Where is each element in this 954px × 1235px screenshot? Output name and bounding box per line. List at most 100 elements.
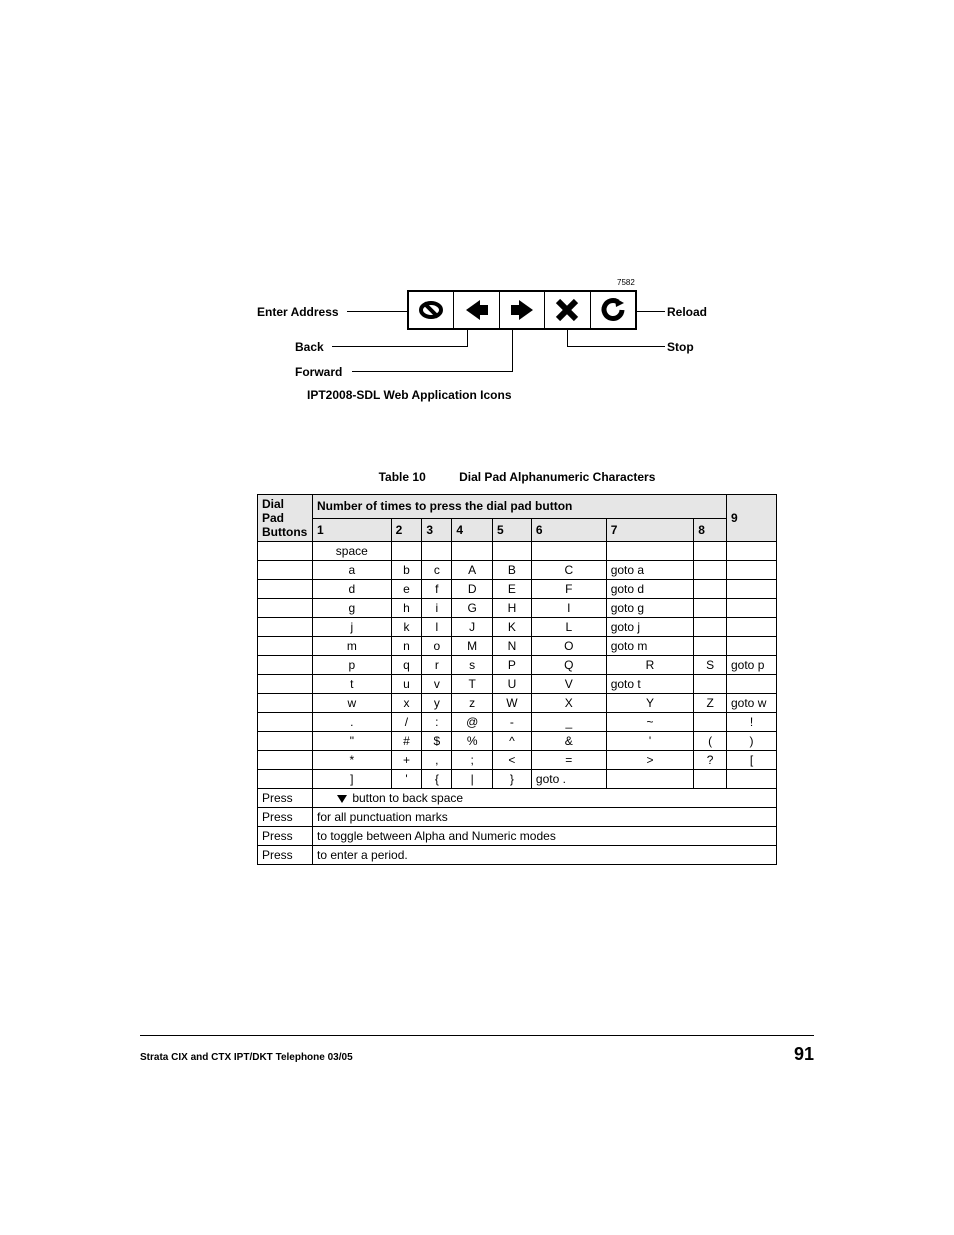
table-cell: '	[391, 770, 422, 789]
table-row: pqrsPQRSgoto p	[258, 656, 777, 675]
table-cell: >	[606, 751, 694, 770]
table-cell: n	[391, 637, 422, 656]
dial-button-cell	[258, 580, 313, 599]
table-cell: goto j	[606, 618, 694, 637]
table-cell: g	[313, 599, 392, 618]
table-cell: G	[452, 599, 493, 618]
table-cell: P	[492, 656, 531, 675]
header-press-count: Number of times to press the dial pad bu…	[313, 495, 727, 519]
table-cell	[727, 637, 777, 656]
table-cell	[727, 618, 777, 637]
dial-button-cell	[258, 618, 313, 637]
table-cell	[606, 542, 694, 561]
table-cell: Z	[694, 694, 727, 713]
table-cell: O	[531, 637, 606, 656]
table-cell: <	[492, 751, 531, 770]
reload-icon	[591, 292, 635, 328]
header-col-9: 9	[727, 495, 777, 542]
forward-arrow-icon	[500, 292, 545, 328]
table-cell: q	[391, 656, 422, 675]
table-cell: %	[452, 732, 493, 751]
dial-button-cell	[258, 656, 313, 675]
table-row: ghiGHIgoto g	[258, 599, 777, 618]
table-cell: y	[422, 694, 452, 713]
table-cell: F	[531, 580, 606, 599]
table-row: jklJKLgoto j	[258, 618, 777, 637]
table-row: *+,;<=>?[	[258, 751, 777, 770]
table-cell: V	[531, 675, 606, 694]
table-cell: r	[422, 656, 452, 675]
dial-button-cell	[258, 637, 313, 656]
table-cell: /	[391, 713, 422, 732]
table-cell: goto w	[727, 694, 777, 713]
dial-button-cell	[258, 713, 313, 732]
label-stop: Stop	[667, 340, 694, 354]
table-cell: d	[313, 580, 392, 599]
table-cell	[727, 770, 777, 789]
label-enter-address: Enter Address	[257, 305, 339, 319]
note-press: Press	[258, 827, 313, 846]
table-cell: -	[492, 713, 531, 732]
table-cell: u	[391, 675, 422, 694]
table-cell: }	[492, 770, 531, 789]
table-cell: |	[452, 770, 493, 789]
table-cell: J	[452, 618, 493, 637]
note-press: Press	[258, 789, 313, 808]
note-text: button to back space	[313, 789, 777, 808]
table-note-row: Pressto toggle between Alpha and Numeric…	[258, 827, 777, 846]
table-cell: "	[313, 732, 392, 751]
table-cell: S	[694, 656, 727, 675]
table-cell: =	[531, 751, 606, 770]
table-cell: ]	[313, 770, 392, 789]
table-cell	[694, 580, 727, 599]
diagram-ref-number: 7582	[617, 278, 635, 287]
header-col-4: 4	[452, 518, 493, 542]
down-triangle-icon	[337, 795, 347, 803]
table-cell: goto t	[606, 675, 694, 694]
table-cell: +	[391, 751, 422, 770]
table-cell: e	[391, 580, 422, 599]
table-cell: T	[452, 675, 493, 694]
back-arrow-icon	[454, 292, 499, 328]
table-cell: K	[492, 618, 531, 637]
footer-page-number: 91	[794, 1044, 814, 1065]
table-cell	[391, 542, 422, 561]
note-text: to enter a period.	[313, 846, 777, 865]
table-cell: goto d	[606, 580, 694, 599]
table-row: abcABCgoto a	[258, 561, 777, 580]
header-dial-pad-buttons: Dial Pad Buttons	[258, 495, 313, 542]
table-cell: v	[422, 675, 452, 694]
table-cell: A	[452, 561, 493, 580]
table-cell: )	[727, 732, 777, 751]
table-cell: Y	[606, 694, 694, 713]
table-row: defDEFgoto d	[258, 580, 777, 599]
table-cell	[727, 561, 777, 580]
stop-x-icon	[545, 292, 590, 328]
dial-button-cell	[258, 732, 313, 751]
header-col-1: 1	[313, 518, 392, 542]
header-col-7: 7	[606, 518, 694, 542]
dial-button-cell	[258, 751, 313, 770]
table-cell: goto a	[606, 561, 694, 580]
table-cell: *	[313, 751, 392, 770]
table-cell: L	[531, 618, 606, 637]
table-cell	[694, 599, 727, 618]
table-row: mnoMNOgoto m	[258, 637, 777, 656]
table-cell: &	[531, 732, 606, 751]
enter-address-icon	[409, 292, 454, 328]
table-cell: ,	[422, 751, 452, 770]
table-cell: ^	[492, 732, 531, 751]
table-caption: Table 10 Dial Pad Alphanumeric Character…	[220, 470, 814, 484]
table-cell: goto p	[727, 656, 777, 675]
table-cell: N	[492, 637, 531, 656]
table-cell: R	[606, 656, 694, 675]
table-cell: a	[313, 561, 392, 580]
table-cell: !	[727, 713, 777, 732]
table-cell: M	[452, 637, 493, 656]
table-cell: l	[422, 618, 452, 637]
table-row: wxyzWXYZgoto w	[258, 694, 777, 713]
table-cell: m	[313, 637, 392, 656]
dial-pad-table: Dial Pad Buttons Number of times to pres…	[257, 494, 777, 865]
web-app-icons-diagram: 7582 Enter Address Back Forward	[257, 270, 777, 410]
table-cell: ;	[452, 751, 493, 770]
